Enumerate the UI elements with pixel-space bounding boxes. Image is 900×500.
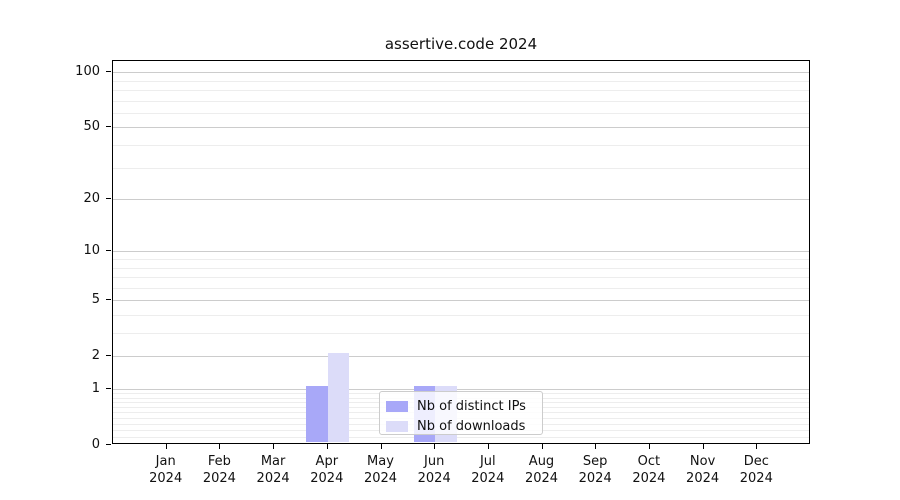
gridline-minor (113, 277, 809, 278)
gridline-minor (113, 287, 809, 289)
x-tick-mark (595, 444, 597, 449)
x-tick-mark (702, 444, 704, 449)
x-tick-mark (380, 444, 382, 449)
x-tick-mark (219, 444, 221, 449)
gridline-minor (113, 315, 809, 316)
x-tick-year: 2024 (310, 471, 344, 486)
y-tick-label: 20 (83, 190, 100, 206)
gridline-minor (113, 437, 809, 439)
y-tick-label: 5 (91, 291, 100, 307)
gridline-minor (113, 267, 809, 269)
legend-item-downloads: Nb of downloads (386, 416, 525, 436)
gridline-minor (113, 112, 809, 114)
chart-title: assertive.code 2024 (384, 35, 538, 53)
y-tick-label: 0 (91, 436, 100, 452)
legend-label-distinct-ips: Nb of distinct IPs (417, 398, 526, 414)
x-tick-label: Feb 2024 (189, 453, 249, 487)
y-tick-label: 2 (91, 347, 100, 363)
legend-label-downloads: Nb of downloads (417, 418, 526, 434)
gridline-major (113, 127, 809, 129)
x-tick-mark (273, 444, 275, 449)
x-tick-mark (326, 444, 328, 449)
x-tick-label: Oct 2024 (619, 453, 679, 487)
y-tick-mark (106, 126, 111, 128)
legend-item-distinct-ips: Nb of distinct IPs (386, 396, 526, 416)
x-tick-mark (541, 444, 543, 449)
x-tick-year: 2024 (256, 471, 290, 486)
gridline-major (113, 389, 809, 390)
x-tick-label: Mar 2024 (243, 453, 303, 487)
y-tick-mark (106, 71, 111, 73)
y-tick-mark (106, 444, 111, 445)
y-tick-mark (106, 355, 111, 357)
gridline-minor (113, 90, 809, 91)
x-tick-label: Jul 2024 (458, 453, 518, 487)
x-tick-year: 2024 (417, 471, 451, 486)
x-tick-year: 2024 (202, 471, 236, 486)
x-tick-label: Sep 2024 (565, 453, 625, 487)
legend-swatch-downloads-icon (386, 420, 408, 432)
x-tick-label: Dec 2024 (726, 453, 786, 487)
gridline-minor (113, 145, 809, 146)
x-tick-year: 2024 (578, 471, 612, 486)
x-tick-label: Nov 2024 (673, 453, 733, 487)
y-tick-mark (106, 299, 111, 301)
legend: Nb of distinct IPs Nb of downloads (379, 391, 543, 435)
gridline-major (113, 72, 809, 74)
gridline-minor (113, 167, 809, 169)
y-tick-label: 100 (75, 63, 100, 79)
x-tick-label: May 2024 (351, 453, 411, 487)
bar-distinct-ips (306, 386, 328, 442)
gridline-minor (113, 333, 809, 334)
y-tick-mark (106, 198, 111, 200)
x-tick-year: 2024 (524, 471, 559, 486)
plot-area: Nb of distinct IPs Nb of downloads (112, 60, 810, 444)
bar-downloads (327, 353, 350, 442)
gridline-major (113, 199, 809, 201)
gridline-major (113, 356, 809, 358)
x-tick-year: 2024 (632, 471, 666, 486)
x-tick-mark (648, 444, 650, 449)
y-tick-label: 1 (91, 380, 100, 396)
x-tick-mark (165, 444, 167, 449)
x-tick-label: Aug 2024 (512, 453, 572, 487)
x-tick-year: 2024 (149, 471, 183, 486)
x-tick-label: Apr 2024 (297, 453, 357, 487)
x-tick-mark (756, 444, 758, 449)
x-tick-year: 2024 (739, 471, 773, 486)
gridline-minor (113, 259, 809, 260)
x-tick-year: 2024 (686, 471, 720, 486)
x-tick-label: Jun 2024 (404, 453, 464, 487)
x-tick-year: 2024 (363, 471, 398, 486)
legend-swatch-distinct-ips-icon (386, 400, 408, 412)
x-tick-mark (434, 444, 436, 449)
gridline-minor (113, 100, 809, 102)
gridline-major (113, 251, 809, 253)
y-tick-mark (106, 250, 111, 252)
gridline-major (113, 300, 809, 302)
y-tick-label: 10 (83, 242, 100, 258)
x-tick-mark (487, 444, 489, 449)
x-tick-year: 2024 (471, 471, 505, 486)
gridline-minor (113, 80, 809, 82)
y-tick-mark (106, 388, 111, 389)
y-tick-label: 50 (83, 118, 100, 134)
x-tick-label: Jan 2024 (136, 453, 196, 487)
